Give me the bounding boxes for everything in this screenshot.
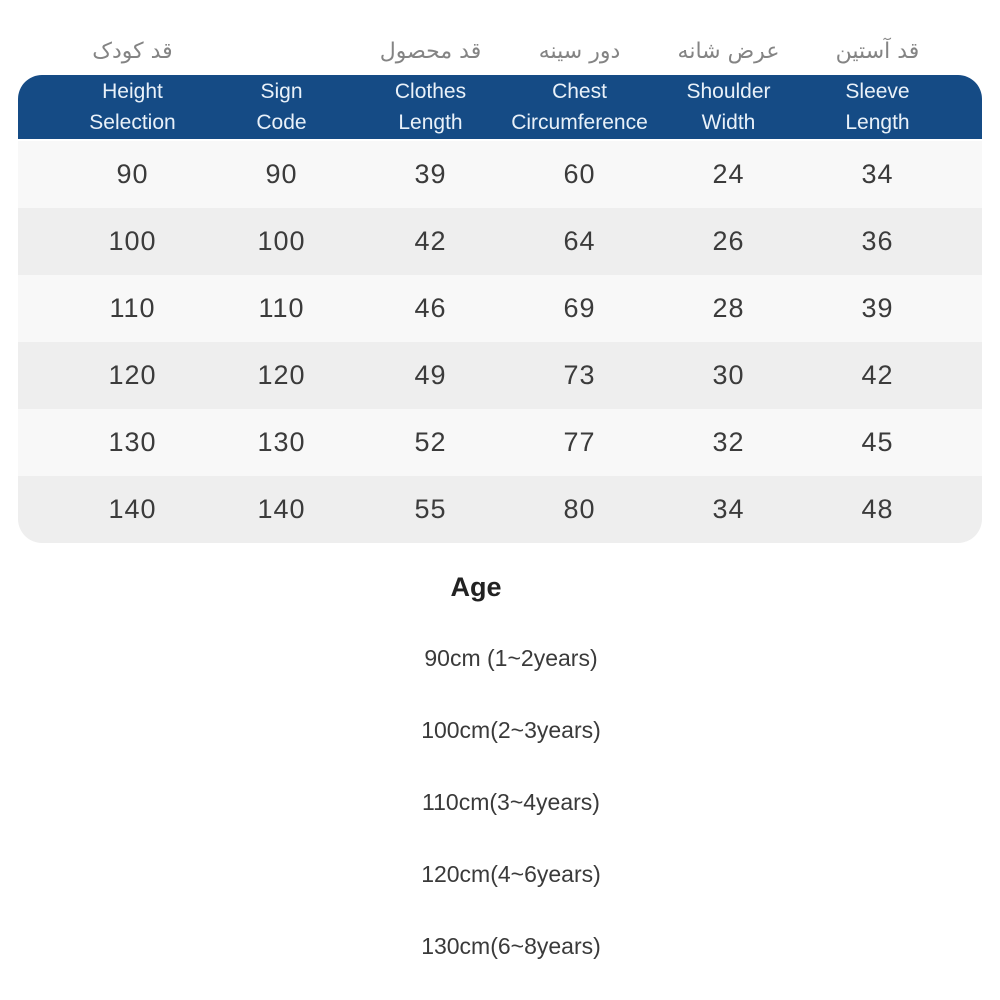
cell: 32 [712,427,745,457]
cell: 140 [257,494,306,524]
persian-label-shoulder: عرض شانه [677,39,780,64]
header-sign-code: Sign Code [256,79,307,135]
table-row-110: 110 110 46 69 28 39 [18,275,982,342]
cell: 46 [414,293,447,323]
cell: 49 [414,360,447,390]
cell: 34 [712,494,745,524]
cell: 24 [712,159,745,189]
cell: 130 [257,427,306,457]
cell: 90 [116,159,149,189]
header-shoulder-width: Shoulder Width [686,79,771,135]
cell: 77 [563,427,596,457]
cell: 110 [258,293,305,323]
table-header-row: Height Selection Sign Code Clothes Lengt… [18,75,982,141]
age-item-110cm: 110cm(3~4years) [422,789,600,815]
header-sleeve-length: Sleeve Length [845,79,910,135]
age-item-120cm: 120cm(4~6years) [421,861,601,887]
persian-label-chest: دور سینه [538,39,621,64]
cell: 42 [861,360,894,390]
age-item-90cm: 90cm (1~2years) [424,645,598,671]
persian-label-product-length: قد محصول [379,39,482,64]
cell: 60 [563,159,596,189]
size-chart-page: قد کودک قد محصول دور سینه عرض شانه قد آس… [0,26,1000,1000]
cell: 100 [108,226,157,256]
age-item-130cm: 130cm(6~8years) [421,933,601,959]
cell: 26 [712,226,745,256]
cell: 28 [712,293,745,323]
persian-label-empty [207,64,356,68]
cell: 55 [414,494,447,524]
cell: 69 [563,293,596,323]
cell: 39 [861,293,894,323]
cell: 34 [861,159,894,189]
table-row-130: 130 130 52 77 32 45 [18,409,982,476]
cell: 42 [414,226,447,256]
header-height-selection: Height Selection [89,79,176,135]
cell: 48 [861,494,894,524]
cell: 64 [563,226,596,256]
table-row-100: 100 100 42 64 26 36 [18,208,982,275]
header-clothes-length: Clothes Length [394,79,467,135]
table-row-140: 140 140 55 80 34 48 [18,476,982,543]
persian-label-sleeve: قد آستین [835,39,920,64]
cell: 120 [257,360,306,390]
cell: 80 [563,494,596,524]
age-title: Age [450,572,502,602]
table-row-90: 90 90 39 60 24 34 [18,141,982,208]
cell: 52 [414,427,447,457]
cell: 100 [257,226,306,256]
table-row-120: 120 120 49 73 30 42 [18,342,982,409]
age-section: Age 90cm (1~2years) 100cm(2~3years) 110c… [0,573,1000,961]
cell: 36 [861,226,894,256]
persian-label-row: قد کودک قد محصول دور سینه عرض شانه قد آس… [18,26,982,68]
cell: 140 [108,494,157,524]
cell: 45 [861,427,894,457]
cell: 110 [109,293,156,323]
size-table: Height Selection Sign Code Clothes Lengt… [18,75,982,543]
cell: 120 [108,360,157,390]
cell: 130 [108,427,157,457]
persian-label-child-height: قد کودک [92,39,173,64]
cell: 90 [265,159,298,189]
cell: 30 [712,360,745,390]
cell: 39 [414,159,447,189]
cell: 73 [563,360,596,390]
header-chest-circumference: Chest Circumference [511,79,648,135]
age-item-100cm: 100cm(2~3years) [421,717,601,743]
